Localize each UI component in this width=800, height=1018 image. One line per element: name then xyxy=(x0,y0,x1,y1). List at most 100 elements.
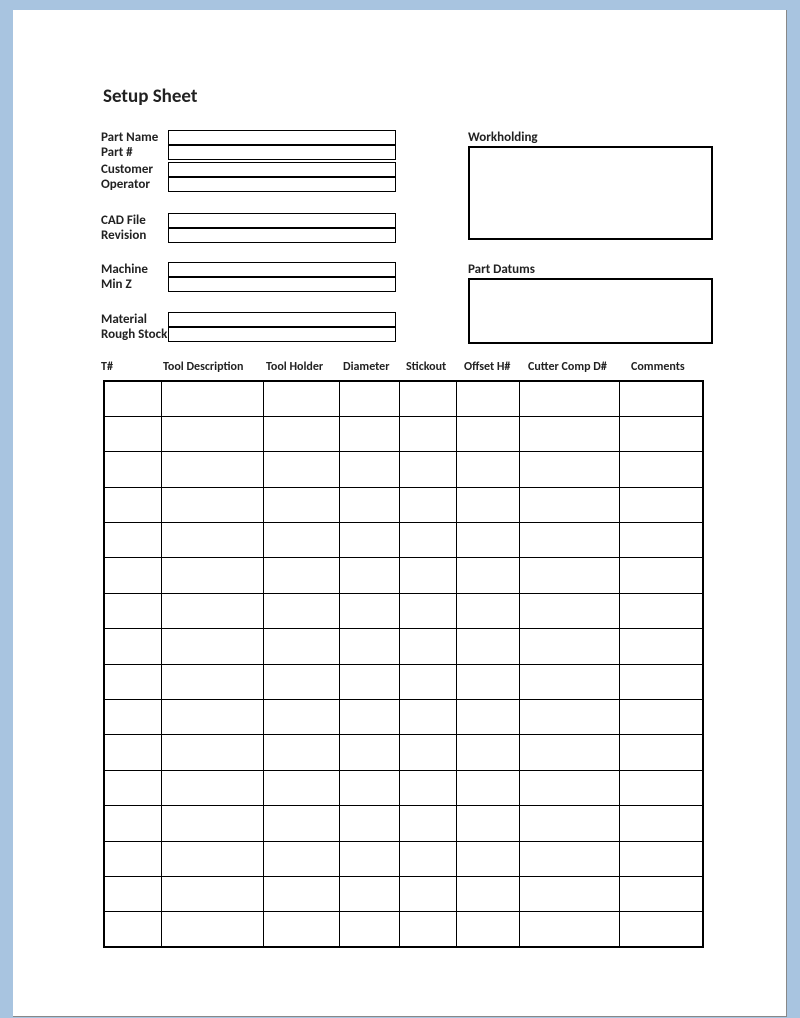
cell-stickout[interactable] xyxy=(400,770,457,805)
cell-diameter[interactable] xyxy=(339,523,400,558)
cell-stickout[interactable] xyxy=(400,841,457,876)
cell-tnum[interactable] xyxy=(104,735,162,770)
cell-desc[interactable] xyxy=(162,523,264,558)
cell-tnum[interactable] xyxy=(104,487,162,522)
section-box-workholding[interactable] xyxy=(468,146,713,240)
cell-offseth[interactable] xyxy=(457,841,520,876)
cell-diameter[interactable] xyxy=(339,806,400,841)
field-input-operator[interactable] xyxy=(168,177,396,192)
cell-tnum[interactable] xyxy=(104,523,162,558)
cell-diameter[interactable] xyxy=(339,735,400,770)
cell-cuttercomp[interactable] xyxy=(520,523,620,558)
cell-holder[interactable] xyxy=(263,806,339,841)
field-input-revision[interactable] xyxy=(168,228,396,243)
cell-stickout[interactable] xyxy=(400,664,457,699)
cell-offseth[interactable] xyxy=(457,523,520,558)
cell-comments[interactable] xyxy=(619,558,703,593)
cell-tnum[interactable] xyxy=(104,381,162,416)
cell-comments[interactable] xyxy=(619,770,703,805)
cell-cuttercomp[interactable] xyxy=(520,629,620,664)
cell-cuttercomp[interactable] xyxy=(520,452,620,487)
cell-comments[interactable] xyxy=(619,629,703,664)
cell-cuttercomp[interactable] xyxy=(520,735,620,770)
cell-holder[interactable] xyxy=(263,381,339,416)
cell-stickout[interactable] xyxy=(400,735,457,770)
cell-tnum[interactable] xyxy=(104,841,162,876)
cell-tnum[interactable] xyxy=(104,452,162,487)
cell-holder[interactable] xyxy=(263,593,339,628)
cell-cuttercomp[interactable] xyxy=(520,876,620,911)
cell-holder[interactable] xyxy=(263,629,339,664)
cell-desc[interactable] xyxy=(162,806,264,841)
cell-offseth[interactable] xyxy=(457,912,520,947)
cell-stickout[interactable] xyxy=(400,593,457,628)
cell-holder[interactable] xyxy=(263,523,339,558)
cell-desc[interactable] xyxy=(162,487,264,522)
cell-diameter[interactable] xyxy=(339,912,400,947)
cell-diameter[interactable] xyxy=(339,770,400,805)
cell-comments[interactable] xyxy=(619,416,703,451)
cell-offseth[interactable] xyxy=(457,735,520,770)
cell-desc[interactable] xyxy=(162,664,264,699)
cell-holder[interactable] xyxy=(263,912,339,947)
cell-comments[interactable] xyxy=(619,912,703,947)
cell-stickout[interactable] xyxy=(400,806,457,841)
cell-tnum[interactable] xyxy=(104,629,162,664)
cell-diameter[interactable] xyxy=(339,629,400,664)
cell-desc[interactable] xyxy=(162,381,264,416)
field-input-machine[interactable] xyxy=(168,262,396,277)
cell-tnum[interactable] xyxy=(104,770,162,805)
cell-comments[interactable] xyxy=(619,841,703,876)
cell-comments[interactable] xyxy=(619,664,703,699)
cell-diameter[interactable] xyxy=(339,700,400,735)
cell-holder[interactable] xyxy=(263,770,339,805)
cell-holder[interactable] xyxy=(263,876,339,911)
cell-cuttercomp[interactable] xyxy=(520,381,620,416)
cell-cuttercomp[interactable] xyxy=(520,912,620,947)
cell-offseth[interactable] xyxy=(457,381,520,416)
cell-desc[interactable] xyxy=(162,593,264,628)
cell-stickout[interactable] xyxy=(400,487,457,522)
cell-diameter[interactable] xyxy=(339,416,400,451)
cell-comments[interactable] xyxy=(619,700,703,735)
cell-diameter[interactable] xyxy=(339,664,400,699)
field-input-part-[interactable] xyxy=(168,145,396,160)
cell-holder[interactable] xyxy=(263,664,339,699)
cell-desc[interactable] xyxy=(162,735,264,770)
cell-diameter[interactable] xyxy=(339,487,400,522)
cell-tnum[interactable] xyxy=(104,558,162,593)
cell-comments[interactable] xyxy=(619,735,703,770)
cell-tnum[interactable] xyxy=(104,700,162,735)
cell-desc[interactable] xyxy=(162,452,264,487)
cell-desc[interactable] xyxy=(162,912,264,947)
cell-holder[interactable] xyxy=(263,558,339,593)
cell-comments[interactable] xyxy=(619,523,703,558)
cell-tnum[interactable] xyxy=(104,912,162,947)
cell-diameter[interactable] xyxy=(339,876,400,911)
cell-cuttercomp[interactable] xyxy=(520,841,620,876)
cell-holder[interactable] xyxy=(263,735,339,770)
section-box-part-datums[interactable] xyxy=(468,278,713,344)
cell-cuttercomp[interactable] xyxy=(520,700,620,735)
cell-cuttercomp[interactable] xyxy=(520,664,620,699)
field-input-min-z[interactable] xyxy=(168,277,396,292)
cell-diameter[interactable] xyxy=(339,558,400,593)
field-input-cad-file[interactable] xyxy=(168,213,396,228)
field-input-customer[interactable] xyxy=(168,162,396,177)
cell-cuttercomp[interactable] xyxy=(520,593,620,628)
cell-holder[interactable] xyxy=(263,416,339,451)
cell-stickout[interactable] xyxy=(400,416,457,451)
cell-desc[interactable] xyxy=(162,700,264,735)
field-input-material[interactable] xyxy=(168,312,396,327)
cell-desc[interactable] xyxy=(162,416,264,451)
cell-diameter[interactable] xyxy=(339,452,400,487)
cell-stickout[interactable] xyxy=(400,700,457,735)
cell-offseth[interactable] xyxy=(457,558,520,593)
cell-holder[interactable] xyxy=(263,700,339,735)
cell-tnum[interactable] xyxy=(104,416,162,451)
field-input-part-name[interactable] xyxy=(168,130,396,145)
cell-comments[interactable] xyxy=(619,806,703,841)
cell-desc[interactable] xyxy=(162,629,264,664)
cell-offseth[interactable] xyxy=(457,416,520,451)
cell-cuttercomp[interactable] xyxy=(520,558,620,593)
